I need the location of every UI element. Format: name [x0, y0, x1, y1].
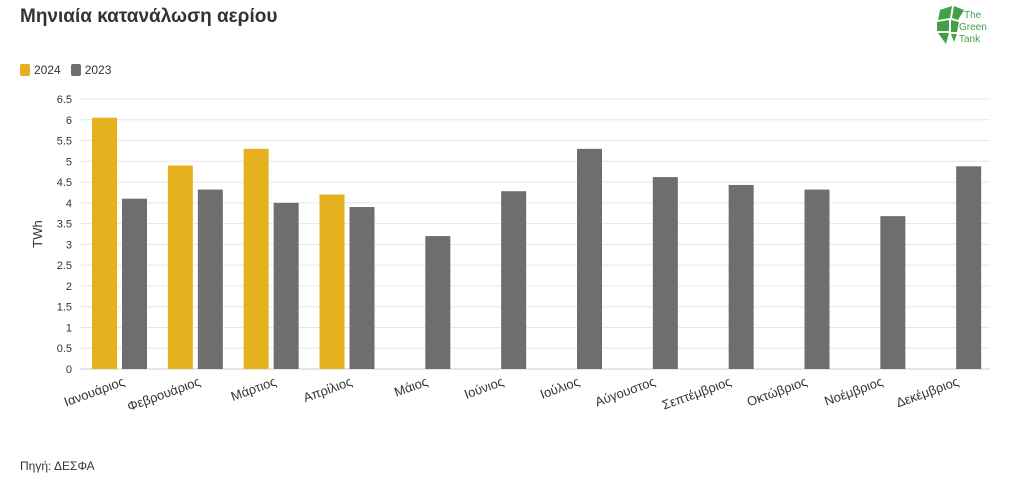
y-tick-label: 2	[66, 281, 72, 293]
x-tick-label: Μάρτιος	[229, 374, 278, 404]
bar-2023[interactable]	[349, 207, 375, 369]
legend-item-2023[interactable]: 2023	[70, 63, 112, 77]
chart-title: Μηνιαία κατανάλωση αερίου	[20, 6, 278, 27]
x-tick-label: Φεβρουάριος	[125, 374, 202, 414]
legend-item-2024[interactable]: 2024	[20, 63, 61, 77]
legend-label-2023: 2023	[84, 63, 112, 77]
y-tick-label: 6.5	[57, 94, 72, 106]
legend-swatch-2023	[70, 64, 81, 76]
x-tick-label: Οκτώβριος	[745, 374, 809, 410]
logo-text-tank: Tank	[959, 34, 981, 45]
bar-2023[interactable]	[652, 177, 678, 369]
x-tick-label: Απρίλιος	[301, 374, 354, 405]
legend-swatch-2024	[20, 64, 30, 76]
bar-2023[interactable]	[728, 184, 754, 369]
y-tick-label: 3.5	[57, 219, 72, 231]
y-tick-label: 5	[66, 156, 72, 168]
y-tick-label: 6	[66, 115, 72, 127]
bar-2023[interactable]	[956, 166, 982, 369]
bar-2023[interactable]	[122, 198, 147, 369]
x-tick-label: Δεκέμβριος	[894, 374, 961, 411]
y-tick-label: 4.5	[57, 177, 72, 189]
bar-2024[interactable]	[243, 148, 269, 369]
x-tick-label: Ιούλιος	[538, 374, 582, 402]
x-tick-label: Αύγουστος	[593, 374, 657, 410]
x-tick-label: Ιούνιος	[462, 374, 506, 402]
y-tick-label: 3	[66, 239, 72, 251]
bar-2023[interactable]	[197, 189, 223, 369]
y-tick-label: 0.5	[57, 343, 72, 355]
logo-text-the: The	[964, 10, 982, 21]
logo-text-green: Green	[959, 22, 987, 33]
bar-2023[interactable]	[425, 236, 451, 369]
y-tick-label: 1	[66, 322, 72, 334]
x-tick-label: Μάιος	[392, 374, 430, 400]
bar-2023[interactable]	[880, 216, 906, 369]
y-tick-label: 2.5	[57, 260, 72, 272]
bar-2023[interactable]	[804, 189, 830, 369]
bar-2023[interactable]	[501, 191, 527, 369]
legend-label-2024: 2024	[34, 63, 61, 77]
x-tick-label: Νοέμβριος	[822, 374, 885, 409]
legend: 2024 2023	[20, 63, 111, 77]
bar-2024[interactable]	[92, 117, 117, 369]
y-tick-label: 0	[66, 364, 72, 376]
bar-2024[interactable]	[167, 165, 193, 369]
bar-2023[interactable]	[273, 202, 299, 369]
bar-2024[interactable]	[319, 194, 345, 369]
bar-2023[interactable]	[577, 148, 602, 369]
y-tick-label: 4	[66, 198, 72, 210]
y-tick-label: 1.5	[57, 302, 72, 314]
y-tick-label: 5.5	[57, 136, 72, 148]
x-tick-label: Σεπτέμβριος	[660, 374, 733, 413]
y-axis-label: TWh	[30, 220, 45, 247]
x-tick-label: Ιανουάριος	[62, 374, 127, 410]
the-green-tank-logo: The Green Tank	[934, 4, 998, 50]
source-note: Πηγή: ΔΕΣΦΑ	[20, 459, 95, 473]
